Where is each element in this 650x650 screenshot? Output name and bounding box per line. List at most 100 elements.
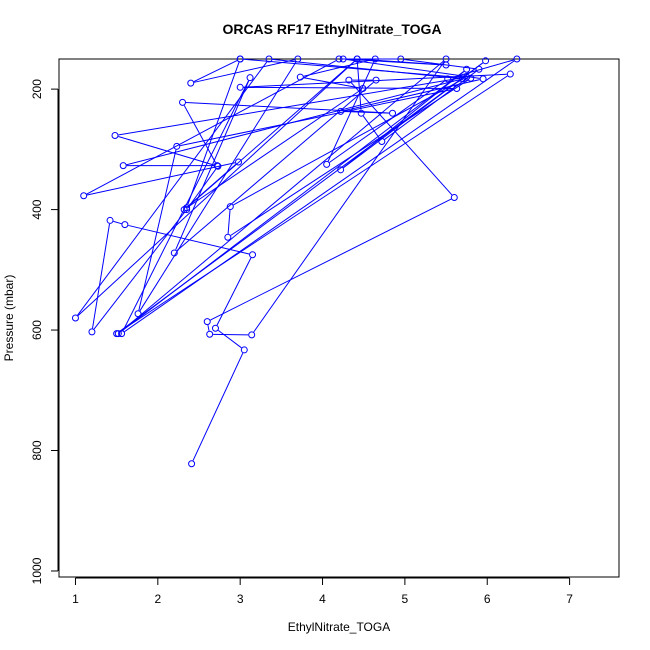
data-point xyxy=(339,55,347,63)
data-point xyxy=(206,330,214,338)
data-point xyxy=(240,346,248,354)
x-tick-label: 5 xyxy=(402,592,409,606)
data-point xyxy=(296,73,304,81)
data-point xyxy=(80,192,88,200)
data-point xyxy=(506,70,514,78)
data-point xyxy=(378,138,386,146)
data-point xyxy=(359,85,367,93)
data-point xyxy=(479,75,487,83)
x-axis: 1 2 3 4 5 6 7 xyxy=(72,577,573,606)
data-point xyxy=(248,331,256,339)
y-tick-label: 800 xyxy=(30,440,44,460)
data-point xyxy=(88,328,96,336)
series-segment xyxy=(303,59,372,77)
series-segment xyxy=(118,77,464,136)
data-point xyxy=(246,74,254,82)
series-segment xyxy=(362,115,381,139)
series-segment xyxy=(183,105,216,163)
series-segment xyxy=(77,61,268,316)
data-point xyxy=(357,109,365,117)
series-segment xyxy=(77,61,355,316)
series-segment xyxy=(253,61,445,333)
data-point xyxy=(213,162,221,170)
series-segment xyxy=(119,75,508,333)
data-point xyxy=(353,55,361,63)
series-segment xyxy=(243,86,454,89)
data-point xyxy=(389,109,397,117)
data-point xyxy=(467,74,475,82)
series-segment xyxy=(193,60,238,83)
data-point xyxy=(294,55,302,63)
series-segment xyxy=(233,78,464,206)
series-lines xyxy=(77,58,515,461)
series-segment xyxy=(122,80,249,331)
data-point xyxy=(459,75,467,83)
y-tick-label: 600 xyxy=(30,320,44,340)
x-tick-label: 4 xyxy=(319,592,326,606)
data-point xyxy=(450,194,458,202)
series-segment xyxy=(243,58,468,79)
data-point xyxy=(119,162,127,170)
data-point xyxy=(337,107,345,115)
series-segment xyxy=(344,111,390,114)
data-point xyxy=(106,216,114,224)
series-segment xyxy=(346,58,480,79)
data-point xyxy=(203,318,211,326)
series-segment xyxy=(217,329,242,349)
data-point xyxy=(187,79,195,87)
data-point xyxy=(71,314,79,322)
data-point xyxy=(121,221,129,229)
data-point xyxy=(453,85,461,93)
data-point xyxy=(170,249,178,257)
data-point xyxy=(134,310,142,318)
y-tick-label: 400 xyxy=(30,199,44,219)
series-segment xyxy=(227,210,231,234)
chart-title: ORCAS RF17 EthylNitrate_TOGA xyxy=(222,21,441,37)
y-tick-label: 1000 xyxy=(30,557,44,584)
series-segment xyxy=(272,58,460,80)
series-segment xyxy=(86,60,337,195)
data-point xyxy=(183,204,191,212)
data-point xyxy=(442,61,450,69)
x-tick-label: 7 xyxy=(566,592,573,606)
data-point xyxy=(323,160,331,168)
data-point xyxy=(371,55,379,63)
series-segment xyxy=(343,79,480,112)
data-point xyxy=(235,158,243,166)
x-tick-label: 6 xyxy=(484,592,491,606)
data-point xyxy=(513,55,521,63)
data-point xyxy=(444,75,452,83)
series-segment xyxy=(187,62,240,205)
data-point xyxy=(372,76,380,84)
data-point xyxy=(114,330,122,338)
data-point xyxy=(224,233,232,241)
y-tick-label: 200 xyxy=(30,79,44,99)
data-point xyxy=(463,65,471,73)
data-point xyxy=(188,460,196,468)
series-segment xyxy=(124,60,515,333)
data-point xyxy=(214,162,222,170)
data-point xyxy=(335,55,343,63)
series-segment xyxy=(216,257,252,326)
data-point xyxy=(249,251,257,259)
series-segment xyxy=(194,59,295,83)
series-segment xyxy=(213,333,249,336)
data-point xyxy=(226,203,234,211)
data-point xyxy=(475,65,483,73)
series-segment xyxy=(207,324,210,331)
data-point xyxy=(236,55,244,63)
plot-frame xyxy=(58,58,620,578)
data-point xyxy=(183,206,191,214)
series-segment xyxy=(384,70,477,140)
x-tick-label: 1 xyxy=(72,592,79,606)
data-point xyxy=(179,98,187,106)
data-point xyxy=(265,55,273,63)
x-axis-label: EthylNitrate_TOGA xyxy=(288,620,390,634)
series-segment xyxy=(185,102,390,114)
x-tick-label: 2 xyxy=(154,592,161,606)
series-segment xyxy=(192,352,244,461)
series-segment xyxy=(120,70,465,332)
data-point xyxy=(345,76,353,84)
series-segment xyxy=(210,198,452,321)
